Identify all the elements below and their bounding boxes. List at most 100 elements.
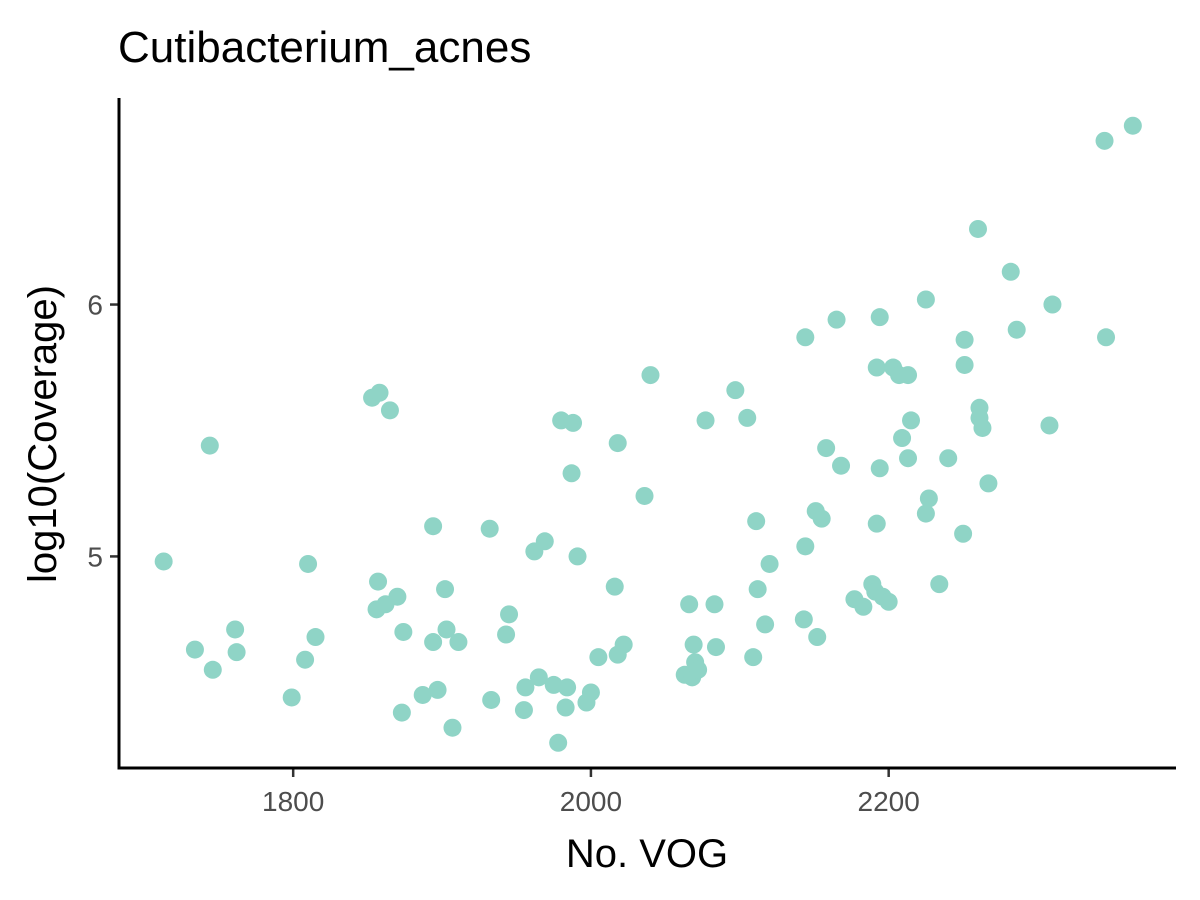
data-point bbox=[812, 509, 831, 528]
data-point bbox=[1095, 131, 1114, 150]
data-point bbox=[689, 660, 708, 679]
data-point bbox=[870, 459, 889, 478]
data-point bbox=[827, 310, 846, 329]
data-point bbox=[817, 439, 836, 458]
data-point bbox=[413, 685, 432, 704]
data-point bbox=[549, 733, 568, 752]
data-point bbox=[227, 643, 246, 662]
data-point bbox=[760, 554, 779, 573]
data-point bbox=[535, 532, 554, 551]
data-point bbox=[808, 628, 827, 647]
data-point bbox=[369, 572, 388, 591]
data-point bbox=[635, 486, 654, 505]
data-point bbox=[684, 635, 703, 654]
data-point bbox=[794, 610, 813, 629]
data-point bbox=[738, 408, 757, 427]
data-point bbox=[424, 633, 443, 652]
x-tick-label: 1800 bbox=[262, 786, 324, 817]
data-point bbox=[608, 434, 627, 453]
data-point bbox=[428, 680, 447, 699]
data-point bbox=[544, 675, 563, 694]
data-point bbox=[726, 381, 745, 400]
data-point bbox=[641, 366, 660, 385]
data-point bbox=[1001, 262, 1020, 281]
data-point bbox=[979, 474, 998, 493]
data-point bbox=[930, 575, 949, 594]
data-point bbox=[939, 449, 958, 468]
data-point bbox=[482, 690, 501, 709]
data-point bbox=[919, 489, 938, 508]
data-point bbox=[443, 718, 462, 737]
data-point bbox=[200, 436, 219, 455]
data-point bbox=[870, 308, 889, 327]
data-point bbox=[282, 688, 301, 707]
data-point bbox=[705, 595, 724, 614]
data-point bbox=[516, 678, 535, 697]
data-point bbox=[973, 418, 992, 437]
data-point bbox=[529, 668, 548, 687]
data-point bbox=[899, 449, 918, 468]
x-axis-title: No. VOG bbox=[566, 832, 728, 876]
data-point bbox=[955, 330, 974, 349]
data-point bbox=[916, 290, 935, 309]
data-point bbox=[696, 411, 715, 430]
data-point bbox=[154, 552, 173, 571]
y-axis-ticks: 56 bbox=[87, 290, 119, 572]
data-point bbox=[1007, 320, 1026, 339]
data-point bbox=[564, 413, 583, 432]
data-point bbox=[748, 580, 767, 599]
data-point bbox=[480, 519, 499, 538]
data-point bbox=[955, 355, 974, 374]
x-tick-label: 2000 bbox=[560, 786, 622, 817]
y-tick-label: 6 bbox=[87, 290, 103, 321]
data-point bbox=[392, 703, 411, 722]
x-tick-label: 2200 bbox=[858, 786, 920, 817]
data-point bbox=[380, 401, 399, 420]
y-tick-label: 5 bbox=[87, 541, 103, 572]
data-point bbox=[449, 633, 468, 652]
y-axis-title: log10(Coverage) bbox=[21, 285, 65, 583]
data-point bbox=[568, 547, 587, 566]
data-point bbox=[226, 620, 245, 639]
data-point bbox=[747, 512, 766, 531]
data-point bbox=[969, 219, 987, 238]
data-point bbox=[796, 537, 815, 556]
data-point bbox=[954, 524, 973, 543]
data-point bbox=[203, 660, 222, 679]
data-point bbox=[744, 648, 763, 667]
data-point bbox=[1097, 328, 1116, 347]
data-point bbox=[581, 683, 600, 702]
data-point bbox=[296, 650, 315, 669]
data-point bbox=[514, 701, 533, 720]
data-point bbox=[605, 577, 624, 596]
data-point bbox=[879, 592, 898, 611]
data-point bbox=[706, 638, 725, 657]
data-point bbox=[916, 504, 935, 523]
data-point bbox=[497, 625, 516, 644]
data-point bbox=[437, 620, 456, 639]
data-point bbox=[424, 517, 443, 536]
data-point bbox=[388, 587, 407, 606]
data-point bbox=[614, 635, 633, 654]
data-point bbox=[185, 640, 204, 659]
chart-title: Cutibacterium_acnes bbox=[118, 23, 531, 72]
data-point bbox=[1043, 295, 1062, 314]
data-point bbox=[394, 622, 413, 641]
data-point bbox=[756, 615, 775, 634]
data-point bbox=[1123, 116, 1142, 135]
data-point bbox=[867, 514, 886, 533]
data-point bbox=[832, 456, 851, 475]
data-point bbox=[370, 383, 389, 402]
data-point bbox=[306, 628, 325, 647]
data-point bbox=[854, 597, 873, 616]
data-point bbox=[436, 580, 455, 599]
data-point bbox=[556, 698, 575, 717]
data-point bbox=[558, 678, 577, 697]
data-point bbox=[1040, 416, 1059, 435]
data-point bbox=[589, 648, 608, 667]
data-point bbox=[680, 595, 699, 614]
x-axis-ticks: 1800 2000 2200 bbox=[262, 768, 920, 817]
data-points bbox=[154, 116, 1142, 752]
data-point bbox=[902, 411, 921, 430]
